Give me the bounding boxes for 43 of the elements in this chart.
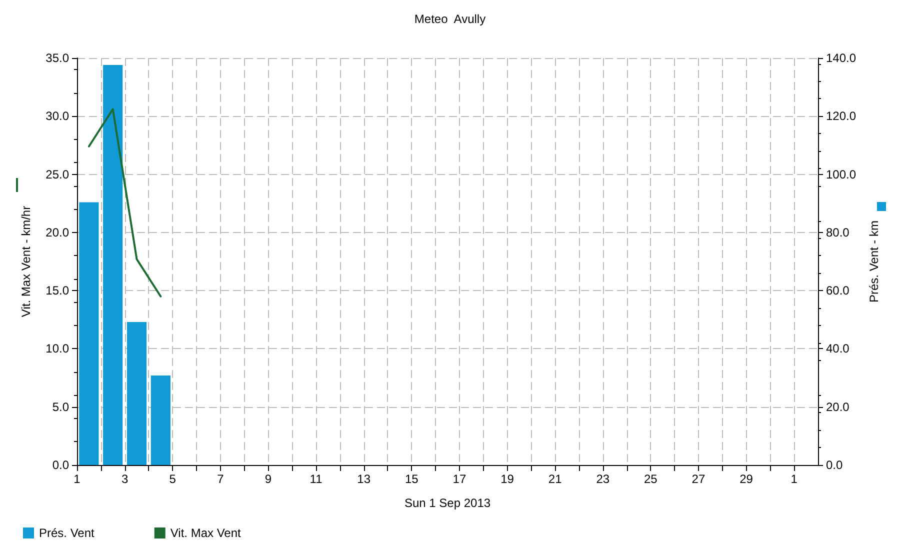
y-axis-title: Vit. Max Vent - km/hr <box>19 206 33 318</box>
x-tick-label: 1 <box>790 472 798 486</box>
bar <box>79 202 99 465</box>
x-tick-label: 29 <box>740 472 754 486</box>
y2-tick-label: 20.0 <box>826 400 850 414</box>
x-tick-label: 13 <box>357 472 371 486</box>
x-tick-label: 15 <box>404 472 419 486</box>
y-tick-label: 5.0 <box>52 400 70 414</box>
y2-tick-label: 140.0 <box>826 51 856 65</box>
legend-label: Prés. Vent <box>39 526 96 540</box>
x-tick-label: 23 <box>596 472 610 486</box>
bar <box>126 322 147 465</box>
x-tick-label: 7 <box>217 472 224 486</box>
x-tick-label: 5 <box>169 472 176 486</box>
y2-tick-label: 0.0 <box>826 458 844 472</box>
x-tick-label: 9 <box>264 472 272 486</box>
x-tick-label: 1 <box>74 472 81 486</box>
x-tick-label: 25 <box>644 472 658 486</box>
x-tick-label: 27 <box>692 472 706 486</box>
x-axis-title: Sun 1 Sep 2013 <box>404 496 491 510</box>
bar <box>150 375 170 465</box>
x-tick-label: 11 <box>310 472 323 486</box>
x-tick-label: 3 <box>121 472 128 486</box>
y-tick-label: 15.0 <box>46 284 70 298</box>
y2-axis-title: Prés. Vent - km <box>867 220 881 303</box>
legend-label: Vit. Max Vent <box>170 526 242 540</box>
y2-tick-label: 40.0 <box>826 342 850 356</box>
y-tick-label: 20.0 <box>46 225 70 240</box>
y-tick-label: 0.0 <box>52 458 70 472</box>
x-tick-label: 17 <box>452 472 466 486</box>
y2-tick-label: 60.0 <box>826 284 850 298</box>
y2-tick-label: 80.0 <box>826 225 850 240</box>
y-tick-label: 25.0 <box>46 167 70 182</box>
y2-tick-label: 120.0 <box>826 109 856 124</box>
y-tick-label: 35.0 <box>46 51 70 65</box>
x-tick-label: 21 <box>548 472 562 486</box>
y-tick-label: 30.0 <box>46 109 70 124</box>
x-tick-label: 19 <box>500 472 514 486</box>
y2-tick-label: 100.0 <box>826 167 856 182</box>
line-series <box>88 108 162 298</box>
y-tick-label: 10.0 <box>46 342 70 356</box>
bar <box>103 64 123 465</box>
chart-title: Meteo Avully <box>414 12 486 26</box>
